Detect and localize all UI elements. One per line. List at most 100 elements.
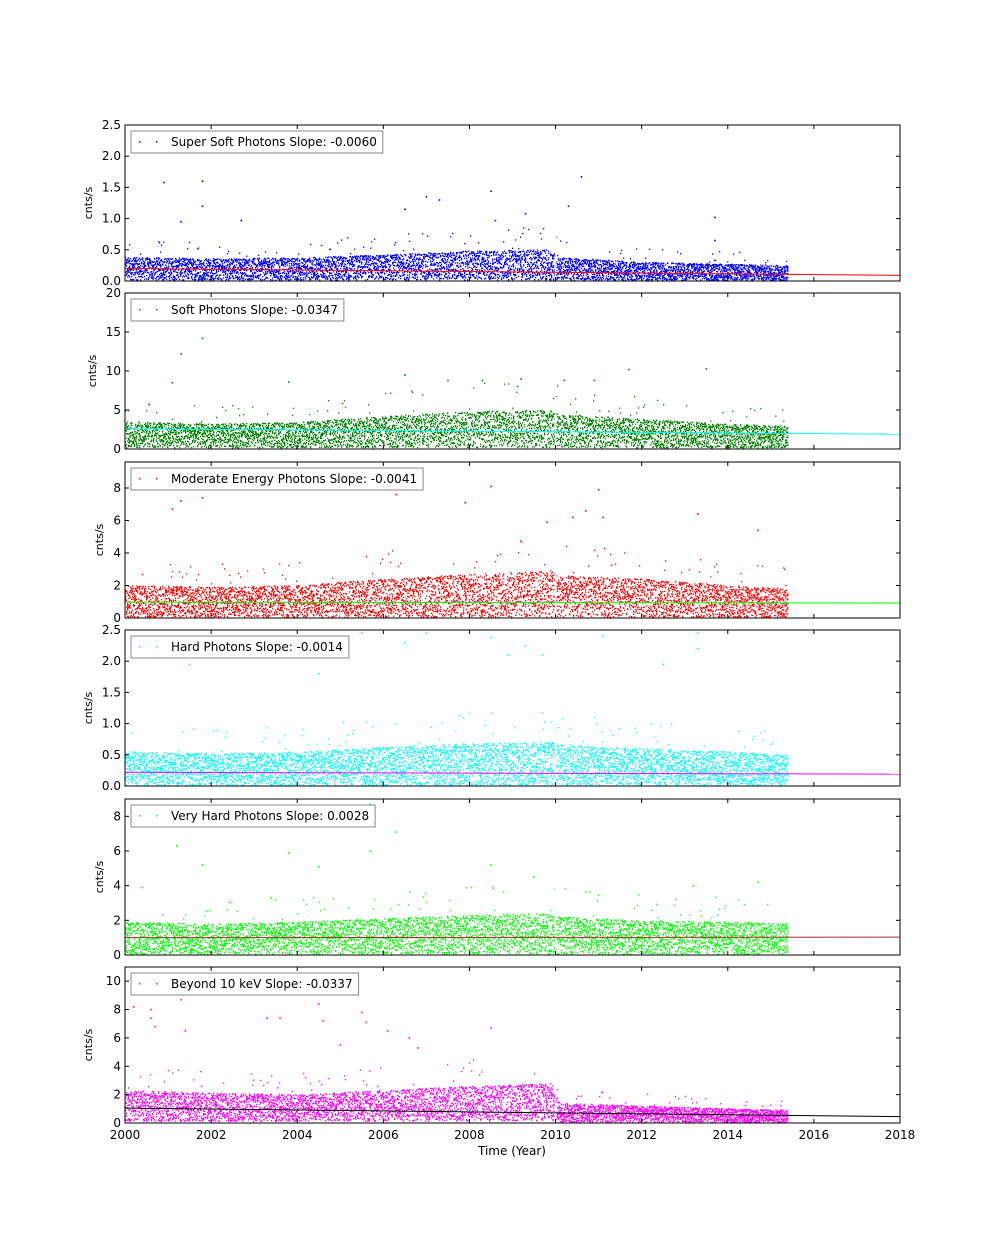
data-point <box>242 273 244 275</box>
data-point <box>377 267 379 270</box>
data-point <box>217 274 219 276</box>
data-point <box>175 269 177 271</box>
data-point <box>626 265 628 267</box>
data-point <box>519 259 521 261</box>
data-point <box>209 261 211 264</box>
data-point <box>461 258 463 260</box>
data-point <box>626 266 628 268</box>
data-point <box>443 261 445 263</box>
data-point <box>348 260 350 262</box>
data-point <box>568 266 570 269</box>
data-point <box>172 262 174 264</box>
data-point <box>593 261 595 263</box>
data-point <box>313 275 315 277</box>
data-point <box>207 275 209 277</box>
data-point <box>269 260 271 262</box>
data-point <box>287 264 289 266</box>
data-point <box>388 268 390 270</box>
data-point <box>328 264 330 266</box>
data-point <box>281 278 283 280</box>
data-point <box>560 270 562 272</box>
data-point <box>537 254 539 256</box>
data-point <box>148 266 150 268</box>
data-point <box>269 259 271 261</box>
data-point <box>210 259 212 261</box>
data-point <box>290 278 292 280</box>
data-point <box>228 260 230 262</box>
data-point <box>380 255 382 257</box>
data-point <box>194 266 196 269</box>
data-point <box>158 276 160 278</box>
data-point <box>580 273 582 276</box>
data-point <box>189 269 191 271</box>
data-point <box>483 273 485 275</box>
data-point <box>288 276 290 278</box>
data-point <box>494 273 496 275</box>
data-point <box>508 258 510 261</box>
data-point <box>298 275 300 277</box>
data-point <box>349 256 351 258</box>
data-point <box>141 261 143 263</box>
data-point <box>629 263 631 265</box>
data-point <box>136 261 138 263</box>
data-point-spike <box>354 248 356 250</box>
data-point <box>246 270 248 272</box>
data-point <box>244 258 246 261</box>
data-point <box>547 267 549 270</box>
data-point <box>304 274 306 276</box>
data-point <box>614 278 616 280</box>
data-point <box>200 260 202 263</box>
data-point <box>135 263 137 265</box>
data-point <box>434 273 436 275</box>
data-point <box>515 260 517 263</box>
data-point <box>292 272 294 274</box>
data-point <box>245 268 247 270</box>
data-point <box>438 256 440 258</box>
data-point <box>553 278 555 280</box>
data-point <box>665 270 667 272</box>
data-point <box>330 279 332 281</box>
data-point <box>563 278 565 280</box>
data-point <box>299 273 301 275</box>
data-point <box>440 256 442 258</box>
data-point <box>660 273 662 275</box>
data-point <box>227 273 229 275</box>
data-point <box>152 261 154 263</box>
data-point <box>340 257 342 259</box>
data-point <box>615 260 617 262</box>
data-point <box>153 278 155 280</box>
data-point <box>223 266 225 268</box>
data-point <box>433 272 435 274</box>
data-point <box>506 275 508 277</box>
data-point <box>638 264 640 266</box>
data-point <box>279 265 281 268</box>
data-point <box>419 257 421 259</box>
data-point <box>376 268 378 271</box>
data-point <box>550 263 552 265</box>
data-point <box>262 279 264 281</box>
data-point <box>300 271 302 273</box>
data-point <box>534 252 536 254</box>
data-point <box>488 265 490 267</box>
data-point <box>262 262 264 264</box>
data-point <box>488 265 490 267</box>
data-point <box>478 263 480 265</box>
data-point <box>475 262 477 264</box>
data-point <box>278 273 280 275</box>
data-point <box>490 262 492 265</box>
data-point <box>314 272 316 274</box>
data-point <box>471 267 473 269</box>
data-point <box>377 264 379 266</box>
data-point <box>629 267 631 269</box>
data-point <box>311 270 313 272</box>
data-point <box>413 276 415 279</box>
data-point <box>601 265 603 267</box>
data-point <box>343 260 345 262</box>
data-point <box>664 271 666 273</box>
data-point <box>577 262 579 264</box>
data-point <box>207 278 209 280</box>
data-point <box>636 275 638 277</box>
data-point <box>463 254 465 256</box>
data-point <box>633 262 635 264</box>
data-point <box>178 264 180 266</box>
